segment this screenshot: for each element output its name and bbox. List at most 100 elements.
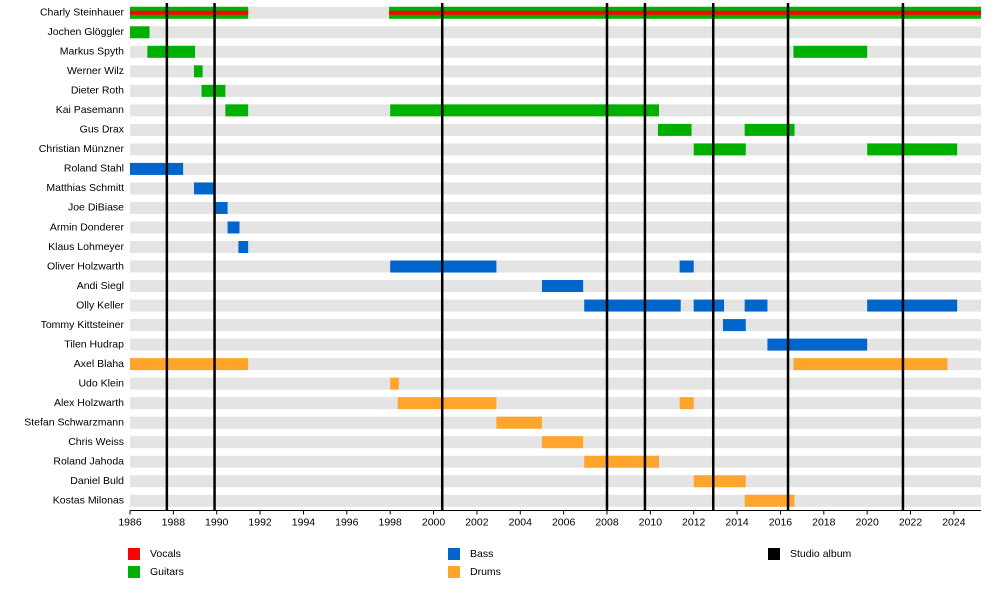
member-label: Kai Pasemann [56, 104, 124, 116]
row-stripe [130, 143, 981, 156]
legend-swatch [448, 548, 460, 560]
member-label: Udo Klein [78, 377, 124, 389]
member-label: Tommy Kittsteiner [41, 319, 125, 331]
period-bar [793, 358, 948, 371]
row-stripe [130, 416, 981, 429]
x-tick-label: 2016 [769, 516, 793, 528]
legend-swatch [128, 548, 140, 560]
row-stripe [130, 260, 981, 273]
period-bar [793, 45, 868, 58]
x-tick-label: 1988 [162, 516, 186, 528]
period-bar [541, 280, 584, 293]
x-tick-label: 2008 [595, 516, 619, 528]
period-bar [238, 241, 249, 253]
member-label: Roland Stahl [64, 163, 124, 175]
row-stripe [130, 45, 981, 58]
period-bar [147, 45, 196, 58]
x-tick-label: 2014 [725, 516, 749, 528]
period-bar [679, 260, 694, 273]
member-label: Armin Donderer [50, 221, 125, 233]
period-bar [227, 221, 240, 234]
period-bar [130, 358, 249, 371]
period-bar [693, 299, 725, 312]
row-stripe [130, 397, 981, 410]
period-bar [584, 299, 681, 312]
period-bar [496, 416, 542, 429]
member-label: Axel Blaha [74, 358, 124, 370]
row-stripe [130, 84, 981, 97]
x-tick-label: 2022 [899, 516, 923, 528]
period-bar [693, 143, 746, 156]
legend-label: Vocals [150, 548, 181, 560]
legend-label: Studio album [790, 548, 852, 560]
row-stripe [130, 221, 981, 234]
member-label: Alex Holzwarth [54, 397, 124, 409]
member-label: Klaus Lohmeyer [48, 241, 124, 253]
x-tick-label: 2000 [422, 516, 446, 528]
x-tick-label: 2010 [639, 516, 663, 528]
x-tick-label: 1996 [335, 516, 359, 528]
member-label: Matthias Schmitt [46, 182, 124, 194]
legend-swatch [448, 566, 460, 578]
period-bar [867, 143, 958, 156]
period-bar [389, 10, 982, 15]
member-label: Jochen Glöggler [48, 26, 125, 38]
period-bar [193, 65, 203, 78]
period-bar [390, 104, 660, 117]
member-label: Chris Weiss [68, 436, 124, 448]
period-bar [193, 182, 215, 195]
x-tick-label: 1998 [378, 516, 402, 528]
period-bar [130, 26, 150, 39]
member-label: Markus Spyth [60, 46, 124, 58]
member-label: Olly Keller [76, 299, 124, 311]
member-label: Andi Siegl [77, 280, 124, 292]
period-bar [657, 123, 692, 136]
period-bar [397, 397, 497, 410]
x-tick-label: 2020 [855, 516, 879, 528]
member-label: Dieter Roth [71, 85, 124, 97]
member-label: Stefan Schwarzmann [24, 416, 124, 428]
period-bar [744, 123, 795, 136]
period-bar [744, 494, 795, 507]
x-tick-label: 1990 [205, 516, 229, 528]
legend-label: Guitars [150, 566, 184, 578]
x-tick-label: 2002 [465, 516, 489, 528]
row-stripe [130, 123, 981, 136]
member-label: Roland Jahoda [53, 456, 124, 468]
row-stripe [130, 377, 981, 390]
row-stripe [130, 299, 981, 312]
legend-swatch [128, 566, 140, 578]
member-label: Werner Wilz [67, 65, 124, 77]
row-stripe [130, 182, 981, 195]
x-tick-label: 2004 [509, 516, 533, 528]
member-label: Joe DiBiase [68, 202, 124, 214]
period-bar [693, 475, 746, 488]
period-bar [225, 104, 249, 117]
x-tick-label: 1994 [292, 516, 316, 528]
row-stripe [130, 475, 981, 488]
x-tick-label: 1986 [118, 516, 142, 528]
member-label: Oliver Holzwarth [47, 260, 124, 272]
member-label: Daniel Buld [70, 475, 124, 487]
member-label: Kostas Milonas [53, 495, 124, 507]
period-bar [541, 436, 584, 449]
member-label: Tilen Hudrap [64, 338, 124, 350]
row-stripe [130, 241, 981, 253]
period-bar [130, 162, 184, 175]
row-stripe [130, 494, 981, 507]
legend-label: Bass [470, 548, 493, 560]
period-bar [130, 10, 249, 15]
member-label: Gus Drax [80, 124, 125, 136]
row-stripe [130, 319, 981, 332]
x-tick-label: 2006 [552, 516, 576, 528]
legend-label: Drums [470, 566, 501, 578]
row-stripe [130, 455, 981, 468]
legend-swatch [768, 548, 780, 560]
x-tick-label: 2012 [682, 516, 706, 528]
row-stripe [130, 65, 981, 78]
period-bar [867, 299, 958, 312]
row-stripe [130, 26, 981, 39]
period-bar [679, 397, 694, 410]
